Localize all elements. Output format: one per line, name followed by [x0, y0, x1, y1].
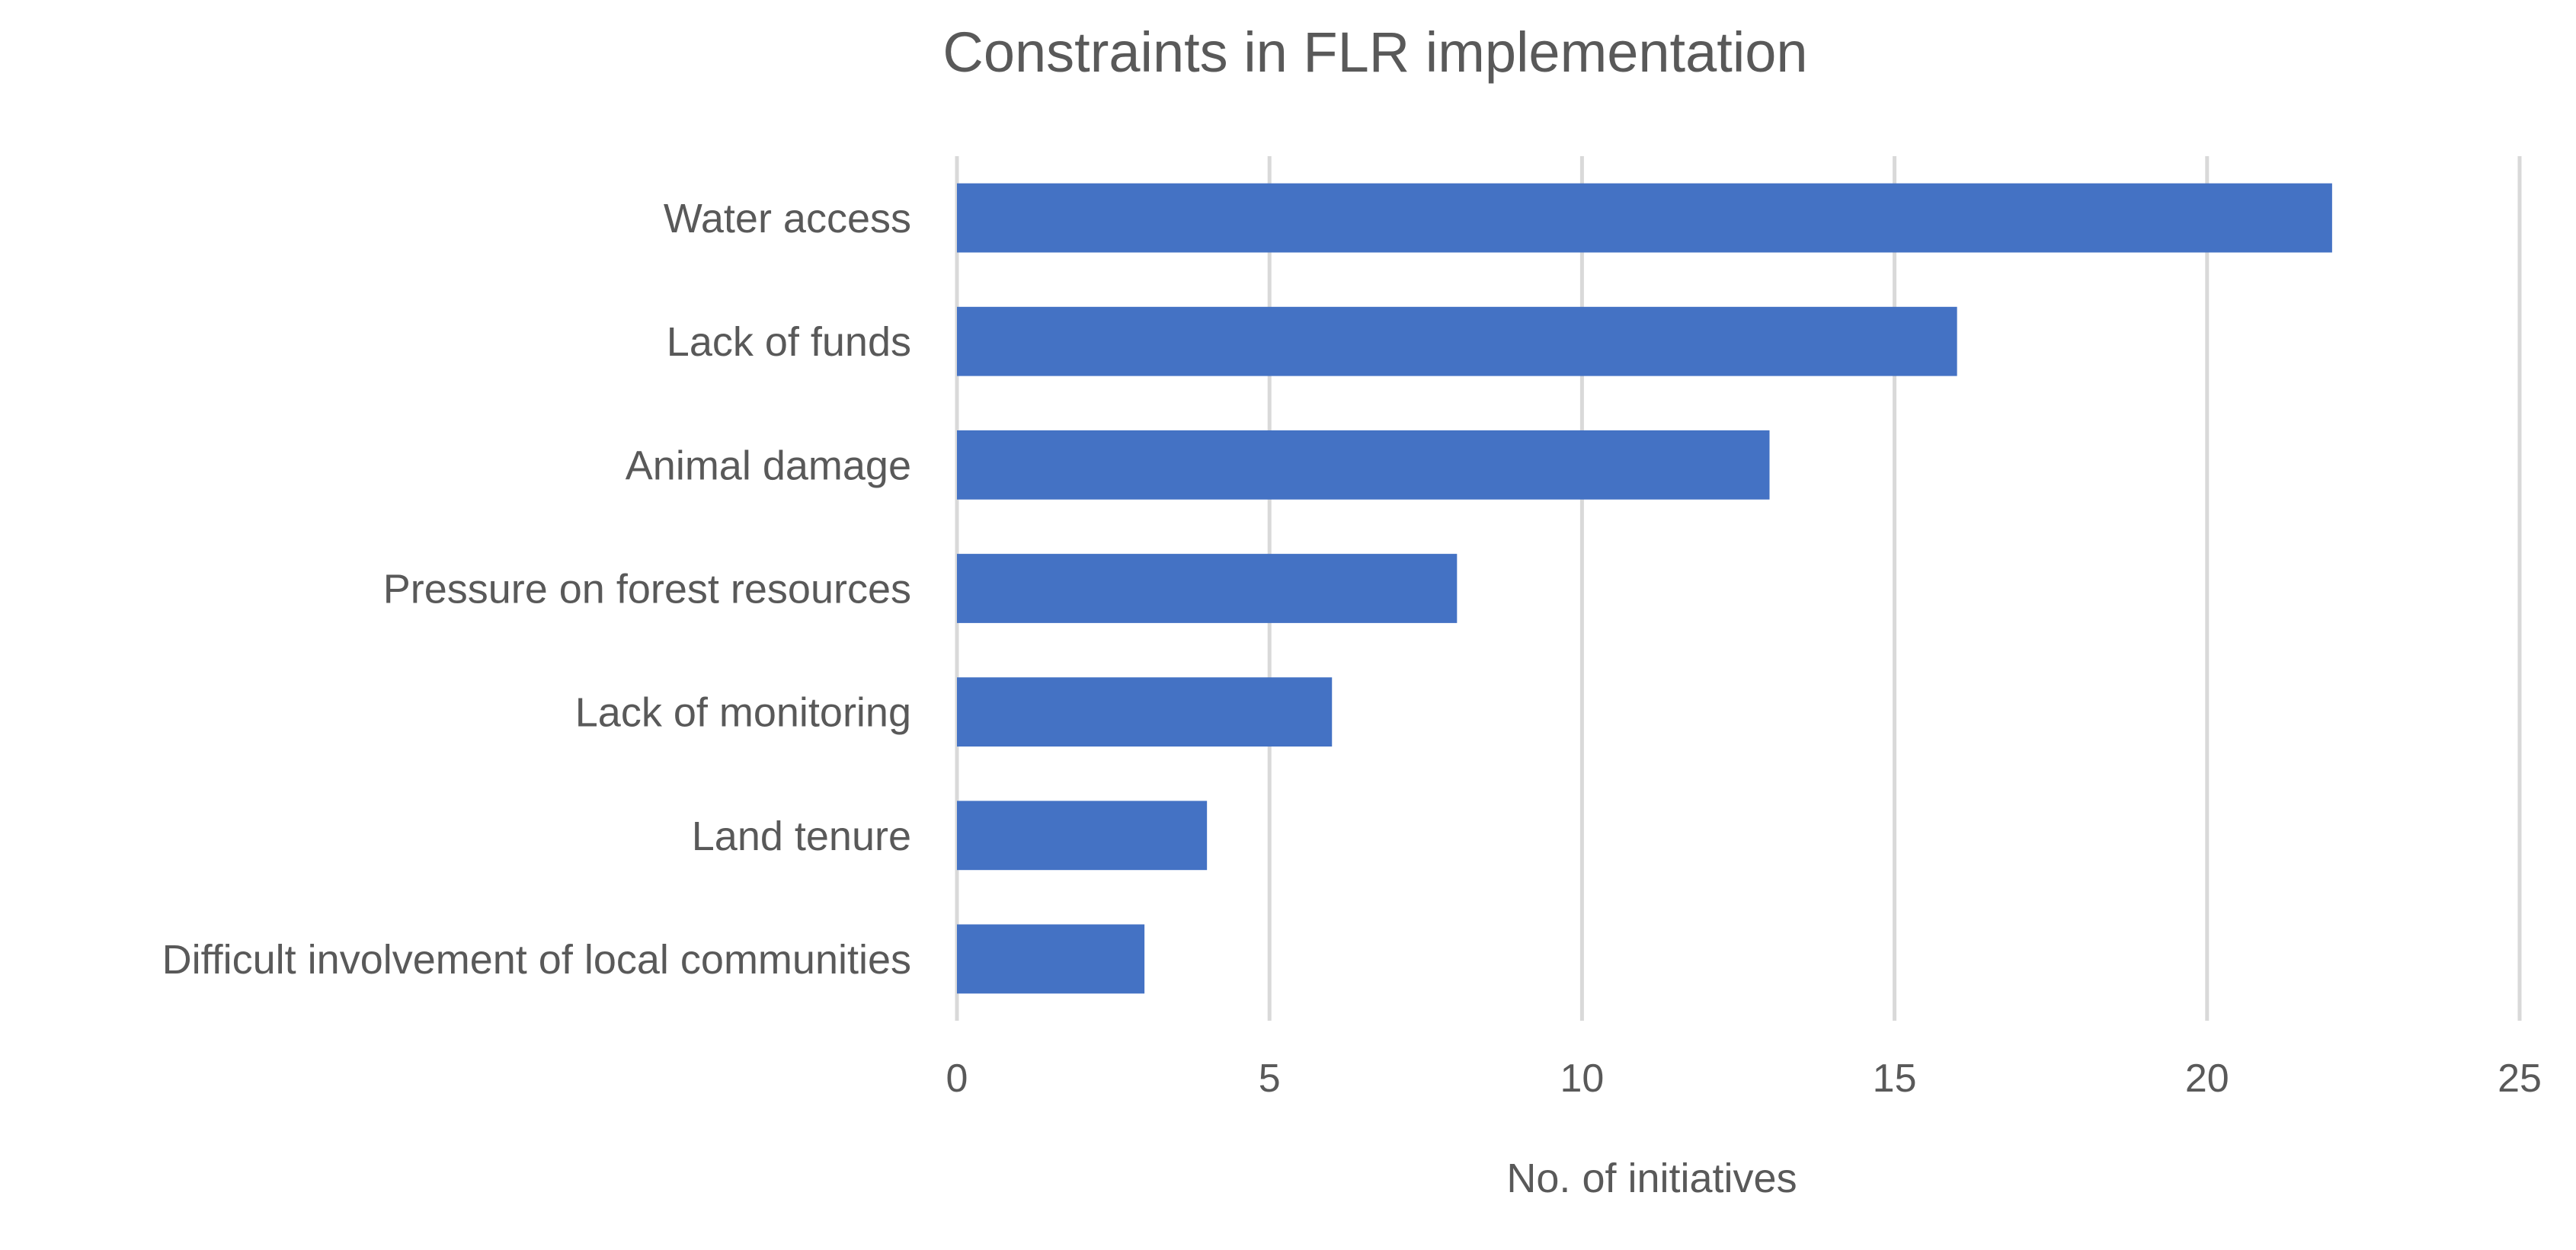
- x-axis-title: No. of initiatives: [1506, 1156, 1797, 1201]
- bar: [957, 554, 1458, 623]
- category-label: Water access: [664, 196, 911, 241]
- x-tick-label: 20: [2185, 1057, 2229, 1101]
- bar: [957, 183, 2332, 253]
- x-tick-label: 15: [1873, 1057, 1917, 1101]
- bar: [957, 430, 1770, 500]
- gridlines: [955, 156, 2522, 1021]
- x-tick-labels: 0 5 10 15 20 25: [946, 1057, 2542, 1101]
- category-label: Pressure on forest resources: [383, 567, 911, 612]
- category-label: Animal damage: [626, 443, 911, 488]
- category-label: Land tenure: [692, 814, 911, 859]
- bar: [957, 924, 1145, 994]
- chart-title: Constraints in FLR implementation: [942, 21, 1807, 84]
- x-tick-label: 0: [946, 1057, 968, 1101]
- x-tick-label: 10: [1560, 1057, 1604, 1101]
- x-tick-label: 25: [2498, 1057, 2542, 1101]
- category-label: Lack of monitoring: [575, 690, 911, 736]
- bar: [957, 801, 1208, 871]
- category-label: Lack of funds: [667, 319, 911, 365]
- category-labels: Water access Lack of funds Animal damage Pr…: [162, 196, 911, 983]
- bar: [957, 677, 1333, 747]
- bars: [957, 183, 2332, 994]
- bar: [957, 306, 1957, 376]
- x-tick-label: 5: [1259, 1057, 1281, 1101]
- category-label: Difficult involvement of local communiti…: [162, 937, 911, 983]
